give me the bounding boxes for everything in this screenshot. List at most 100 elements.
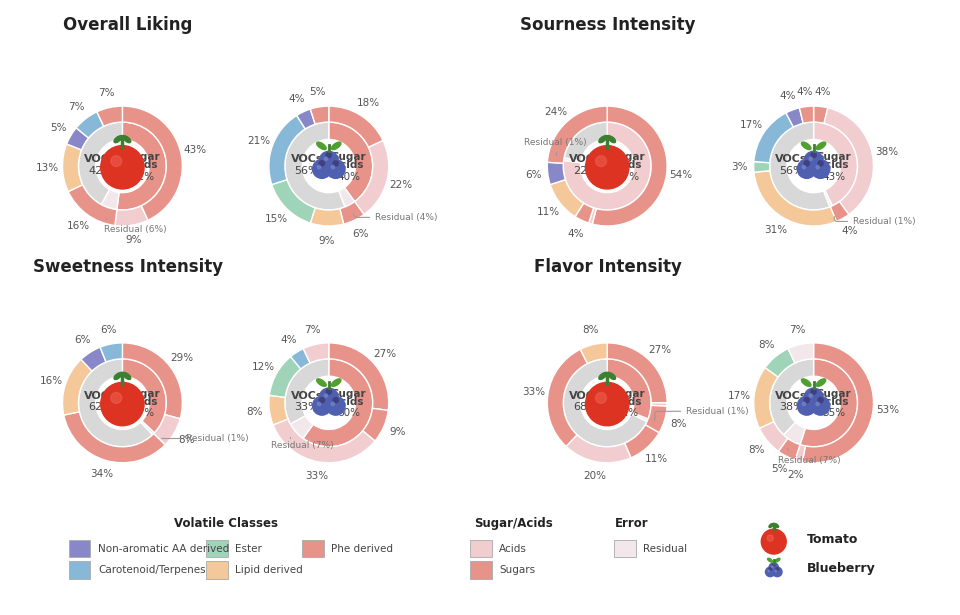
- Text: Tomato: Tomato: [806, 533, 858, 547]
- Wedge shape: [272, 180, 315, 223]
- Wedge shape: [62, 144, 83, 191]
- Text: Sugar: Sugar: [610, 152, 644, 162]
- Ellipse shape: [768, 558, 773, 562]
- Text: VOCs: VOCs: [569, 391, 602, 401]
- Wedge shape: [564, 158, 581, 163]
- Ellipse shape: [775, 558, 780, 562]
- Circle shape: [804, 397, 809, 403]
- Text: 55%: 55%: [822, 408, 845, 418]
- Text: 7%: 7%: [304, 325, 321, 335]
- Text: Sugar/Acids: Sugar/Acids: [474, 517, 553, 530]
- Ellipse shape: [118, 372, 127, 377]
- Wedge shape: [824, 108, 874, 215]
- Wedge shape: [645, 405, 667, 433]
- Circle shape: [320, 151, 338, 170]
- Circle shape: [809, 394, 812, 397]
- Text: Sugar: Sugar: [610, 389, 644, 399]
- Circle shape: [772, 566, 773, 568]
- Text: 6%: 6%: [352, 229, 369, 239]
- Wedge shape: [354, 141, 389, 215]
- Wedge shape: [754, 162, 770, 172]
- Wedge shape: [285, 359, 328, 424]
- Text: Sugars: Sugars: [499, 565, 536, 575]
- Circle shape: [804, 151, 823, 170]
- Wedge shape: [273, 419, 375, 462]
- Text: 6%: 6%: [74, 335, 90, 345]
- Wedge shape: [101, 189, 119, 210]
- Wedge shape: [783, 423, 805, 445]
- Ellipse shape: [816, 142, 826, 149]
- Wedge shape: [632, 413, 648, 421]
- Text: VOCs: VOCs: [291, 154, 324, 164]
- Wedge shape: [813, 106, 828, 124]
- Wedge shape: [117, 122, 166, 210]
- Circle shape: [320, 161, 324, 166]
- Text: Acids: Acids: [333, 397, 365, 407]
- Wedge shape: [754, 368, 778, 428]
- Wedge shape: [547, 162, 565, 184]
- Text: Sourness Intensity: Sourness Intensity: [520, 16, 695, 34]
- Wedge shape: [770, 122, 829, 210]
- Circle shape: [318, 165, 321, 169]
- Text: 3%: 3%: [731, 162, 747, 172]
- Circle shape: [331, 402, 335, 406]
- Circle shape: [333, 397, 338, 403]
- Circle shape: [110, 392, 122, 403]
- Wedge shape: [79, 359, 153, 446]
- Text: 20%: 20%: [583, 471, 606, 482]
- Text: 21%: 21%: [247, 136, 270, 146]
- Text: 13%: 13%: [36, 164, 60, 173]
- Text: 6%: 6%: [100, 325, 116, 335]
- Text: 12%: 12%: [252, 362, 275, 372]
- Wedge shape: [575, 203, 593, 223]
- Wedge shape: [788, 343, 813, 363]
- Text: 43%: 43%: [822, 172, 845, 181]
- Circle shape: [773, 567, 782, 577]
- Text: 8%: 8%: [179, 435, 195, 445]
- Text: Error: Error: [614, 517, 648, 530]
- Ellipse shape: [331, 379, 341, 386]
- Wedge shape: [328, 106, 383, 148]
- Text: 8%: 8%: [247, 407, 263, 417]
- Circle shape: [324, 157, 327, 161]
- Wedge shape: [547, 349, 588, 446]
- Text: Acids: Acids: [818, 161, 850, 170]
- Text: 7%: 7%: [98, 89, 114, 98]
- Circle shape: [313, 160, 331, 178]
- Text: 62%: 62%: [88, 402, 113, 413]
- Circle shape: [804, 388, 823, 407]
- Wedge shape: [786, 108, 804, 127]
- Circle shape: [811, 389, 816, 394]
- Wedge shape: [588, 208, 596, 224]
- Text: Flavor Intensity: Flavor Intensity: [534, 258, 682, 276]
- Ellipse shape: [124, 373, 131, 379]
- Circle shape: [333, 161, 338, 166]
- Text: 77%: 77%: [615, 172, 638, 181]
- Ellipse shape: [816, 379, 826, 386]
- Wedge shape: [608, 343, 667, 403]
- Text: Residual: Residual: [643, 544, 687, 554]
- Wedge shape: [297, 109, 315, 129]
- Circle shape: [595, 156, 607, 167]
- Text: Phe derived: Phe derived: [331, 544, 394, 554]
- Wedge shape: [754, 113, 793, 163]
- Text: 60%: 60%: [337, 408, 360, 418]
- Circle shape: [773, 563, 775, 566]
- Circle shape: [798, 397, 816, 415]
- Wedge shape: [290, 416, 313, 438]
- Wedge shape: [269, 395, 288, 425]
- Ellipse shape: [609, 136, 615, 143]
- Circle shape: [320, 397, 324, 403]
- Circle shape: [331, 165, 335, 169]
- Wedge shape: [140, 421, 155, 435]
- Circle shape: [324, 394, 327, 397]
- Ellipse shape: [114, 136, 121, 143]
- Text: Ester: Ester: [235, 544, 262, 554]
- Wedge shape: [285, 122, 345, 210]
- Text: 42%: 42%: [88, 165, 113, 176]
- Wedge shape: [81, 347, 106, 371]
- Text: 33%: 33%: [295, 402, 319, 413]
- Circle shape: [804, 161, 809, 166]
- Text: Blueberry: Blueberry: [806, 562, 876, 576]
- Ellipse shape: [599, 136, 606, 143]
